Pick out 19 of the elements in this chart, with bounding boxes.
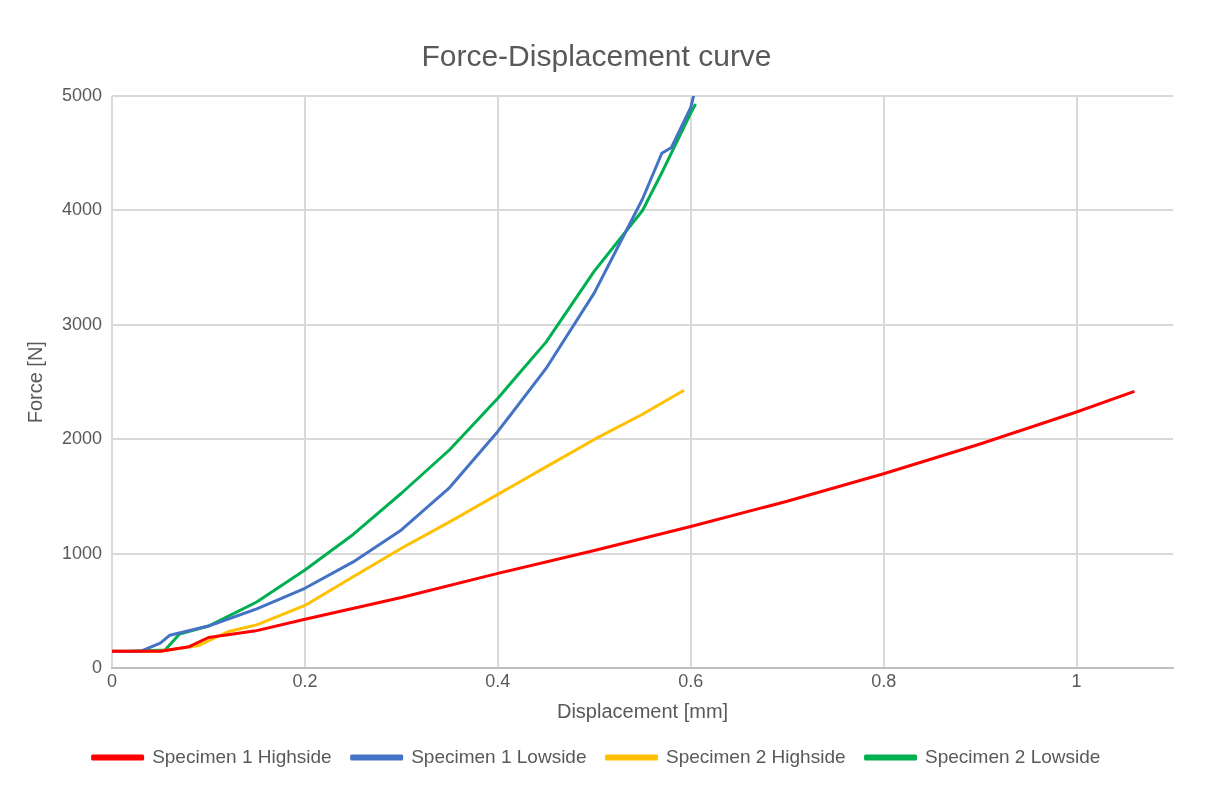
y-tick-label: 1000 (62, 542, 103, 563)
y-tick-label: 3000 (62, 313, 103, 334)
x-axis-title: Displacement [mm] (556, 699, 729, 722)
y-tick-label: 2000 (62, 428, 103, 449)
x-tick-label: 0.8 (871, 671, 897, 692)
legend-label: Specimen 1 Highside (152, 745, 332, 767)
legend-label: Specimen 2 Lowside (925, 745, 1101, 767)
x-tick-label: 1 (1071, 671, 1082, 692)
y-tick-label: 5000 (62, 84, 103, 105)
y-tick-label: 4000 (62, 199, 103, 220)
chart-title: Force-Displacement curve (421, 39, 772, 73)
x-tick-label: 0.6 (678, 671, 704, 692)
legend-label: Specimen 1 Lowside (411, 745, 587, 767)
y-tick-label: 0 (92, 657, 103, 678)
x-tick-label: 0 (107, 671, 118, 692)
x-tick-label: 0.2 (292, 671, 318, 692)
y-axis-title: Force [N] (23, 341, 46, 424)
x-tick-label: 0.4 (485, 671, 511, 692)
legend-label: Specimen 2 Highside (666, 745, 846, 767)
